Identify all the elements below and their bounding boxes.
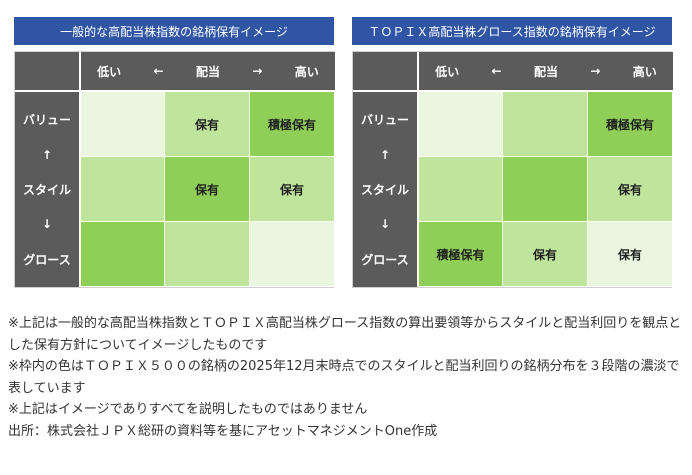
dividend-label: 配当 — [533, 64, 558, 79]
footnote-color-meaning: ※枠内の色はＴＯＰＩＸ５００の銘柄の2025年12月末時点でのスタイルと配当利回… — [8, 359, 680, 396]
footnote-disclaimer: ※上記はイメージでありすべてを説明したものではありません — [8, 402, 368, 417]
dividend-low-label: 低い — [97, 64, 122, 79]
matrix-cell: 保有 — [250, 157, 335, 222]
matrix-cell — [419, 92, 503, 157]
matrix-cell — [503, 92, 588, 157]
dividend-label: 配当 — [195, 64, 220, 79]
footnote-methodology: ※上記は一般的な高配当株指数とＴＯＰＩＸ高配当株グロース指数の算出要領等からスタ… — [8, 316, 682, 353]
value-label: バリュー — [360, 113, 409, 128]
matrix-cell — [81, 92, 165, 157]
up-arrow: ↑ — [379, 147, 391, 162]
matrix-cell: 保有 — [503, 222, 588, 287]
dividend-low-label: 低い — [435, 64, 460, 79]
right-arrow: → — [252, 64, 263, 78]
matrix-cell — [419, 157, 503, 222]
left-arrow: ← — [153, 64, 164, 78]
dividend-high-label: 高い — [294, 64, 319, 79]
panel-general-high-dividend: 一般的な高配当株指数の銘柄保有イメージ 低い ← 配当 → 高い バリュー ↑ … — [14, 17, 335, 288]
matrix-cell: 保有 — [165, 92, 250, 157]
matrix-cell — [503, 157, 588, 222]
matrix-cell: 保有 — [165, 157, 250, 222]
matrix-cell: 保有 — [588, 157, 673, 222]
growth-label: グロース — [361, 252, 409, 267]
matrix-cell — [165, 222, 250, 287]
right-arrow: → — [590, 64, 601, 78]
matrix-corner — [15, 52, 81, 92]
matrix-cell: 積極保有 — [419, 222, 503, 287]
dividend-high-label: 高い — [632, 64, 657, 79]
panel-title: 一般的な高配当株指数の銘柄保有イメージ — [14, 17, 334, 45]
style-label: スタイル — [360, 182, 409, 197]
dividend-axis-header: 低い ← 配当 → 高い — [419, 52, 673, 92]
matrix-cell: 積極保有 — [588, 92, 673, 157]
dividend-axis-header: 低い ← 配当 → 高い — [81, 52, 335, 92]
matrix-cell: 保有 — [588, 222, 673, 287]
panel-title: ＴＯＰＩＸ高配当株グロース指数の銘柄保有イメージ — [352, 17, 672, 45]
left-arrow: ← — [491, 64, 502, 78]
footnotes: ※上記は一般的な高配当株指数とＴＯＰＩＸ高配当株グロース指数の算出要領等からスタ… — [8, 313, 688, 442]
style-label: スタイル — [22, 182, 71, 197]
style-axis-header: バリュー ↑ スタイル ↓ グロース — [15, 92, 81, 287]
matrix-cell — [81, 222, 165, 287]
value-label: バリュー — [22, 113, 71, 128]
panel-topix-high-dividend-growth: ＴＯＰＩＸ高配当株グロース指数の銘柄保有イメージ 低い ← 配当 → 高い バリ… — [352, 17, 673, 288]
down-arrow: ↓ — [41, 217, 53, 232]
down-arrow: ↓ — [379, 217, 391, 232]
matrix-cell: 積極保有 — [250, 92, 335, 157]
growth-label: グロース — [23, 252, 71, 267]
holding-matrix: 低い ← 配当 → 高い バリュー ↑ スタイル ↓ グロース 積極保有 保有 … — [352, 51, 673, 288]
style-axis-header: バリュー ↑ スタイル ↓ グロース — [353, 92, 419, 287]
matrix-cell — [81, 157, 165, 222]
matrix-corner — [353, 52, 419, 92]
holding-matrix: 低い ← 配当 → 高い バリュー ↑ スタイル ↓ グロース 保有 積極保有 … — [14, 51, 335, 288]
matrix-cell — [250, 222, 335, 287]
up-arrow: ↑ — [41, 147, 53, 162]
footnote-source: 出所：株式会社ＪＰＸ総研の資料等を基にアセットマネジメントOne作成 — [8, 423, 438, 439]
